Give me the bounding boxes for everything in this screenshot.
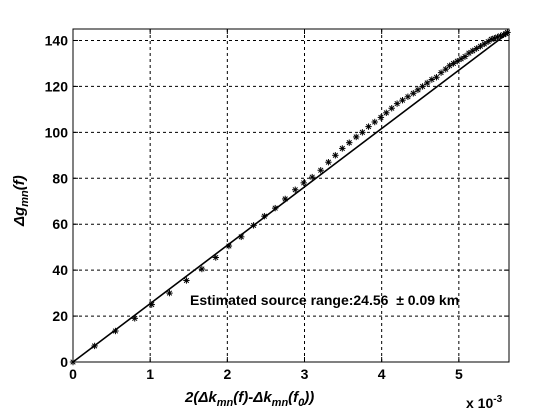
data-point xyxy=(377,114,385,121)
x-tick-label: 4 xyxy=(378,366,386,382)
y-tick-label: 80 xyxy=(52,170,68,186)
data-point xyxy=(419,83,426,90)
y-tick-label: 120 xyxy=(45,78,69,94)
data-point xyxy=(399,96,406,104)
data-point xyxy=(166,289,173,297)
data-point xyxy=(393,100,401,107)
data-point xyxy=(292,186,299,193)
data-point xyxy=(325,159,332,166)
plot-frame xyxy=(72,28,510,363)
data-point xyxy=(371,118,378,126)
data-point xyxy=(404,93,412,100)
data-point xyxy=(410,90,417,97)
data-point xyxy=(414,86,422,94)
data-point xyxy=(183,277,190,284)
annotation-text: Estimated source range:24.56 ± 0.09 km xyxy=(190,292,459,308)
y-tick-label: 100 xyxy=(45,124,69,140)
data-layer xyxy=(69,29,511,366)
data-point xyxy=(428,76,436,83)
tick-labels: 0 1 2 3 4 5 0 20 40 60 80 100 120 140 xyxy=(45,32,463,382)
data-point xyxy=(339,145,346,152)
y-axis-label: Δgmn(f) xyxy=(11,175,31,227)
y-tick-label: 60 xyxy=(52,216,68,232)
data-point xyxy=(461,53,469,60)
data-point xyxy=(433,74,440,81)
fit-line xyxy=(72,31,510,363)
data-point xyxy=(383,109,390,117)
data-point xyxy=(346,139,353,146)
x-axis-label: 2(Δkmn(f)-Δkmn(f0)) xyxy=(184,389,314,409)
data-point xyxy=(365,123,372,130)
data-point xyxy=(437,69,445,76)
data-point xyxy=(317,167,324,174)
y-tick-label: 20 xyxy=(52,308,68,324)
data-point xyxy=(198,265,206,273)
data-point xyxy=(465,49,473,57)
x-tick-label: 0 xyxy=(69,366,77,382)
y-tick-label: 40 xyxy=(52,262,68,278)
data-point xyxy=(424,79,431,87)
y-tick-label: 0 xyxy=(60,354,68,370)
tick-marks xyxy=(72,29,509,363)
data-point xyxy=(309,173,316,181)
data-point xyxy=(353,133,360,141)
y-tick-label: 140 xyxy=(45,32,69,48)
x-tick-label: 5 xyxy=(455,366,463,382)
data-point xyxy=(332,152,339,159)
x-exponent-label: x 10-3 xyxy=(466,394,503,411)
x-tick-label: 1 xyxy=(146,366,154,382)
data-point xyxy=(359,129,366,136)
data-point xyxy=(300,179,307,187)
data-point xyxy=(388,105,395,112)
x-tick-label: 3 xyxy=(301,366,309,382)
x-tick-label: 2 xyxy=(223,366,231,382)
